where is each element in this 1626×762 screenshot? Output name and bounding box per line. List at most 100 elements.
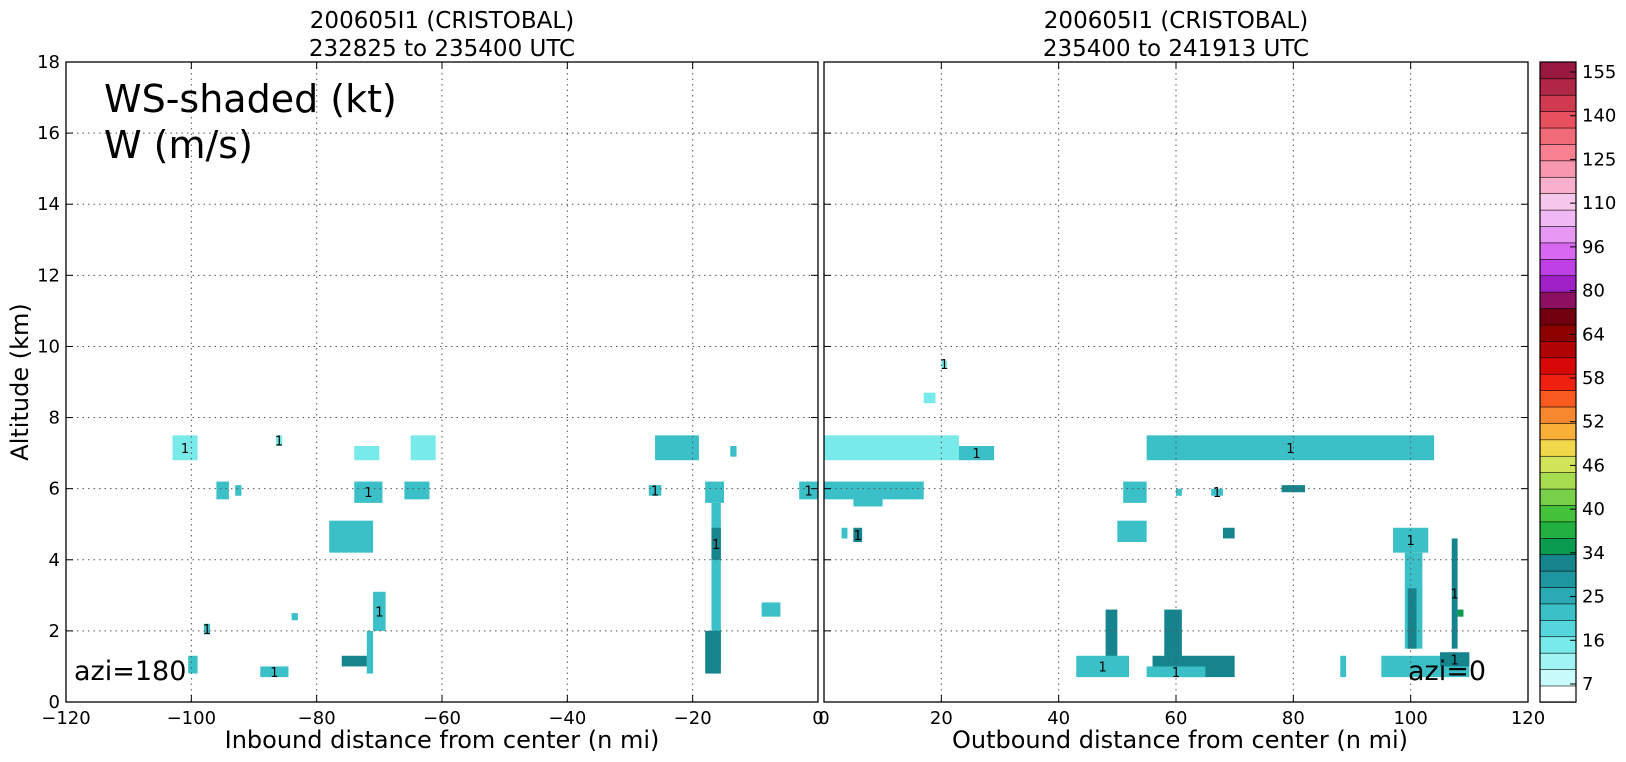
- colorbar-swatches: [1539, 61, 1577, 703]
- right-ws-patch-0: [941, 360, 948, 368]
- left-ws-patch-21: [711, 527, 721, 560]
- left-ytick-label-7: 14: [37, 194, 60, 215]
- left-ytick-label-0: 0: [49, 692, 60, 713]
- colorbar-label-6: 64: [1582, 324, 1605, 345]
- left-ws-patch-22: [705, 630, 721, 674]
- left-gridlines: [66, 62, 818, 702]
- left-azimuth-label: azi=180: [74, 656, 186, 687]
- right-ws-patch-17: [1407, 588, 1417, 649]
- colorbar-swatch-30: [1539, 192, 1577, 211]
- left-ws-patch-6: [354, 481, 383, 503]
- left-contour-label-0: 1: [181, 442, 189, 457]
- colorbar-swatch-9: [1539, 537, 1577, 556]
- left-ws-patch-2: [235, 485, 242, 496]
- left-ws-patch-17: [730, 446, 737, 457]
- right-contour-label-27: 1: [1451, 653, 1459, 668]
- right-ws-patch-12: [853, 527, 863, 542]
- right-contour-label-21: 1: [1099, 660, 1107, 675]
- right-ws-patch-22: [1164, 609, 1182, 667]
- left-ws-patch-24: [799, 481, 818, 500]
- left-xtick-label-1: −100: [167, 708, 216, 729]
- right-xtick-label-0: 0: [818, 708, 829, 729]
- left-ytick-label-6: 12: [37, 265, 60, 286]
- right-ws-patch-20: [1105, 609, 1118, 667]
- colorbar-swatch-8: [1539, 554, 1577, 572]
- colorbar-swatch-13: [1539, 471, 1577, 490]
- left-ws-patch-7: [404, 481, 430, 500]
- right-contour-label-12: 1: [854, 529, 862, 544]
- left-contour-label-6: 1: [364, 486, 372, 501]
- colorbar-swatch-34: [1539, 127, 1577, 145]
- left-ws-patch-19: [705, 481, 724, 503]
- colorbar-label-1: 140: [1582, 106, 1616, 127]
- colorbar-swatch-14: [1539, 455, 1577, 473]
- left-ytick-label-2: 4: [49, 550, 60, 571]
- right-contour-label-3: 1: [972, 447, 980, 462]
- colorbar-label-13: 16: [1582, 630, 1605, 651]
- colorbar-label-7: 58: [1582, 368, 1605, 389]
- right-ws-patch-13: [1117, 520, 1147, 542]
- right-ws-patch-21: [1076, 655, 1130, 678]
- left-xtick-label-6: 0: [812, 708, 823, 729]
- colorbar-swatch-25: [1539, 275, 1577, 293]
- right-ws-patch-24: [1146, 666, 1206, 678]
- left-contour-label-21: 1: [712, 538, 720, 553]
- colorbar-label-14: 7: [1582, 674, 1593, 695]
- colorbar: 155 140 125 110 96 80 64 58 52 46 40 34 25 16 7: [1539, 61, 1616, 703]
- colorbar-swatch-38: [1539, 61, 1577, 80]
- colorbar-swatch-1: [1539, 668, 1577, 687]
- left-ws-patch-23: [761, 602, 781, 617]
- right-contour-label-18: 1: [1451, 588, 1459, 603]
- right-w-contour-labels: 1 1 1 1 1 1 1 1 1 1: [854, 358, 1459, 681]
- right-ws-patch-2: [824, 435, 959, 461]
- colorbar-label-4: 96: [1582, 237, 1605, 258]
- right-gridlines: [824, 62, 1528, 702]
- colorbar-swatch-17: [1539, 406, 1577, 424]
- left-xtick-label-5: −20: [674, 708, 712, 729]
- left-contour-label-9: 1: [375, 605, 383, 620]
- colorbar-swatch-5: [1539, 603, 1577, 621]
- colorbar-swatch-27: [1539, 242, 1577, 260]
- left-ws-patch-11: [341, 655, 367, 667]
- colorbar-label-2: 125: [1582, 149, 1616, 170]
- right-ws-patch-7: [1123, 481, 1147, 503]
- left-ws-shading: [172, 435, 818, 678]
- colorbar-label-0: 155: [1582, 62, 1616, 83]
- right-xtick-label-1: 20: [930, 708, 953, 729]
- right-xtick-label-2: 40: [1047, 708, 1070, 729]
- right-ws-patch-1: [923, 392, 936, 404]
- colorbar-label-5: 80: [1582, 281, 1605, 302]
- left-ytick-label-3: 6: [49, 479, 60, 500]
- colorbar-label-9: 46: [1582, 455, 1605, 476]
- left-ws-patch-15: [260, 666, 289, 678]
- left-ws-patch-0: [172, 435, 198, 461]
- left-ws-patch-14: [188, 655, 198, 674]
- right-ws-patch-6: [1146, 435, 1435, 461]
- left-x-axis-label: Inbound distance from center (n mi): [225, 726, 660, 754]
- annotation-w-units: W (m/s): [104, 123, 253, 167]
- left-xtick-label-0: −120: [41, 708, 90, 729]
- colorbar-swatch-19: [1539, 373, 1577, 391]
- colorbar-swatch-7: [1539, 570, 1577, 588]
- right-ws-patch-18: [1451, 538, 1458, 649]
- colorbar-swatch-4: [1539, 619, 1577, 638]
- right-xtick-label-5: 100: [1393, 708, 1427, 729]
- right-ws-shading: [824, 360, 1470, 678]
- colorbar-swatch-36: [1539, 94, 1577, 112]
- annotation-ws-shaded: WS-shaded (kt): [104, 77, 397, 121]
- right-contour-label-15: 1: [1407, 534, 1415, 549]
- colorbar-swatch-35: [1539, 110, 1577, 129]
- colorbar-swatch-3: [1539, 636, 1577, 654]
- right-ws-patch-8: [1176, 488, 1182, 496]
- left-ytick-label-9: 18: [37, 52, 60, 73]
- left-contour-label-24: 1: [804, 484, 812, 499]
- left-xtick-label-2: −80: [298, 708, 336, 729]
- colorbar-label-8: 52: [1582, 412, 1605, 433]
- colorbar-swatch-0: [1539, 685, 1577, 703]
- colorbar-swatch-37: [1539, 78, 1577, 96]
- right-ws-patch-15: [1393, 527, 1429, 553]
- left-ws-patch-3: [275, 435, 283, 446]
- left-panel: 1 1 1 1 1 1 1 1 1 −120 −100 −80 −60 −40 −20 0 0 2 4 6 8 10 12…: [6, 8, 824, 754]
- right-xtick-label-4: 80: [1282, 708, 1305, 729]
